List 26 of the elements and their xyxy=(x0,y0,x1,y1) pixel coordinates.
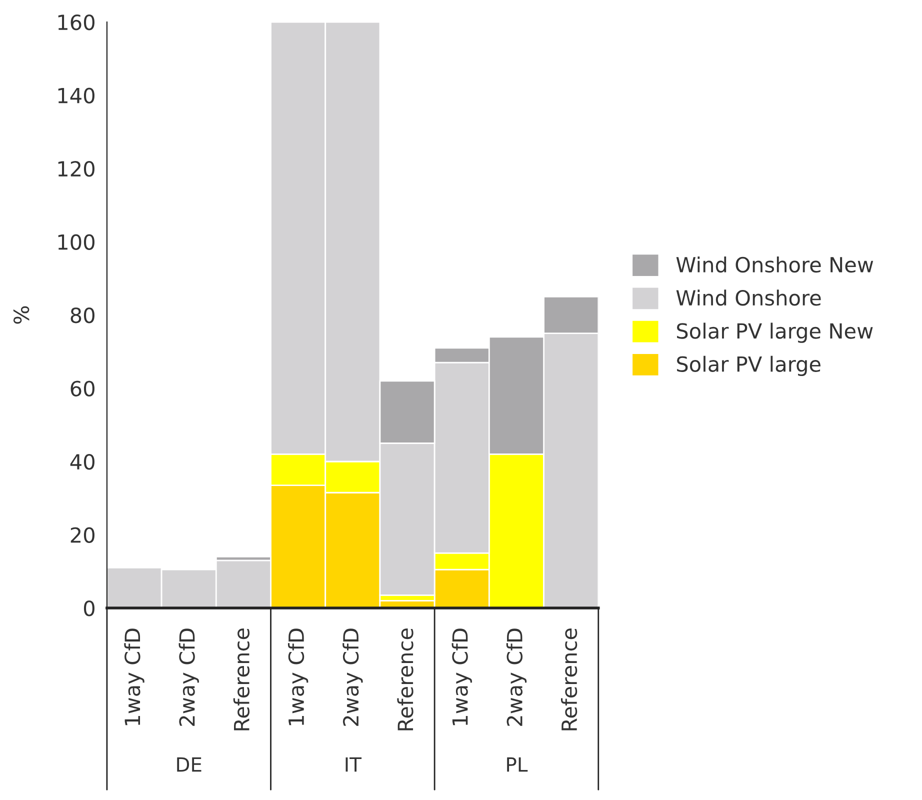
x-tick-label: 2way CfD xyxy=(178,628,199,726)
x-tick-label: 1way CfD xyxy=(124,628,144,726)
y-tick-label: 20 xyxy=(70,527,94,543)
y-tick-label: 140 xyxy=(58,88,94,104)
x-tick-label: Reference xyxy=(560,628,578,730)
y-tick-label: 80 xyxy=(70,307,94,324)
x-tick-label: Reference xyxy=(397,628,414,730)
x-tick-label: 1way CfD xyxy=(288,628,308,726)
y-tick-label: 40 xyxy=(70,454,94,470)
y-axis-title: % xyxy=(13,306,30,324)
legend-label: Wind Onshore New xyxy=(676,256,874,273)
text: IT xyxy=(346,757,362,772)
x-tick-label: Reference xyxy=(233,628,250,730)
y-tick-label: 60 xyxy=(70,380,94,396)
legend-label: Wind Onshore xyxy=(676,290,821,306)
text: PL xyxy=(507,757,528,772)
legend-label: Solar PV large New xyxy=(676,322,873,343)
y-tick-label: 100 xyxy=(58,234,94,250)
text: DE xyxy=(177,757,202,772)
x-tick-label: 2way CfD xyxy=(506,628,527,726)
x-tick-label: 1way CfD xyxy=(452,628,472,726)
y-tick-label: 0 xyxy=(84,600,94,616)
y-tick-label: 160 xyxy=(58,14,94,30)
x-tick-label: 2way CfD xyxy=(342,628,363,726)
legend-label: Solar PV large xyxy=(676,356,820,376)
y-tick-label: 120 xyxy=(58,160,94,177)
